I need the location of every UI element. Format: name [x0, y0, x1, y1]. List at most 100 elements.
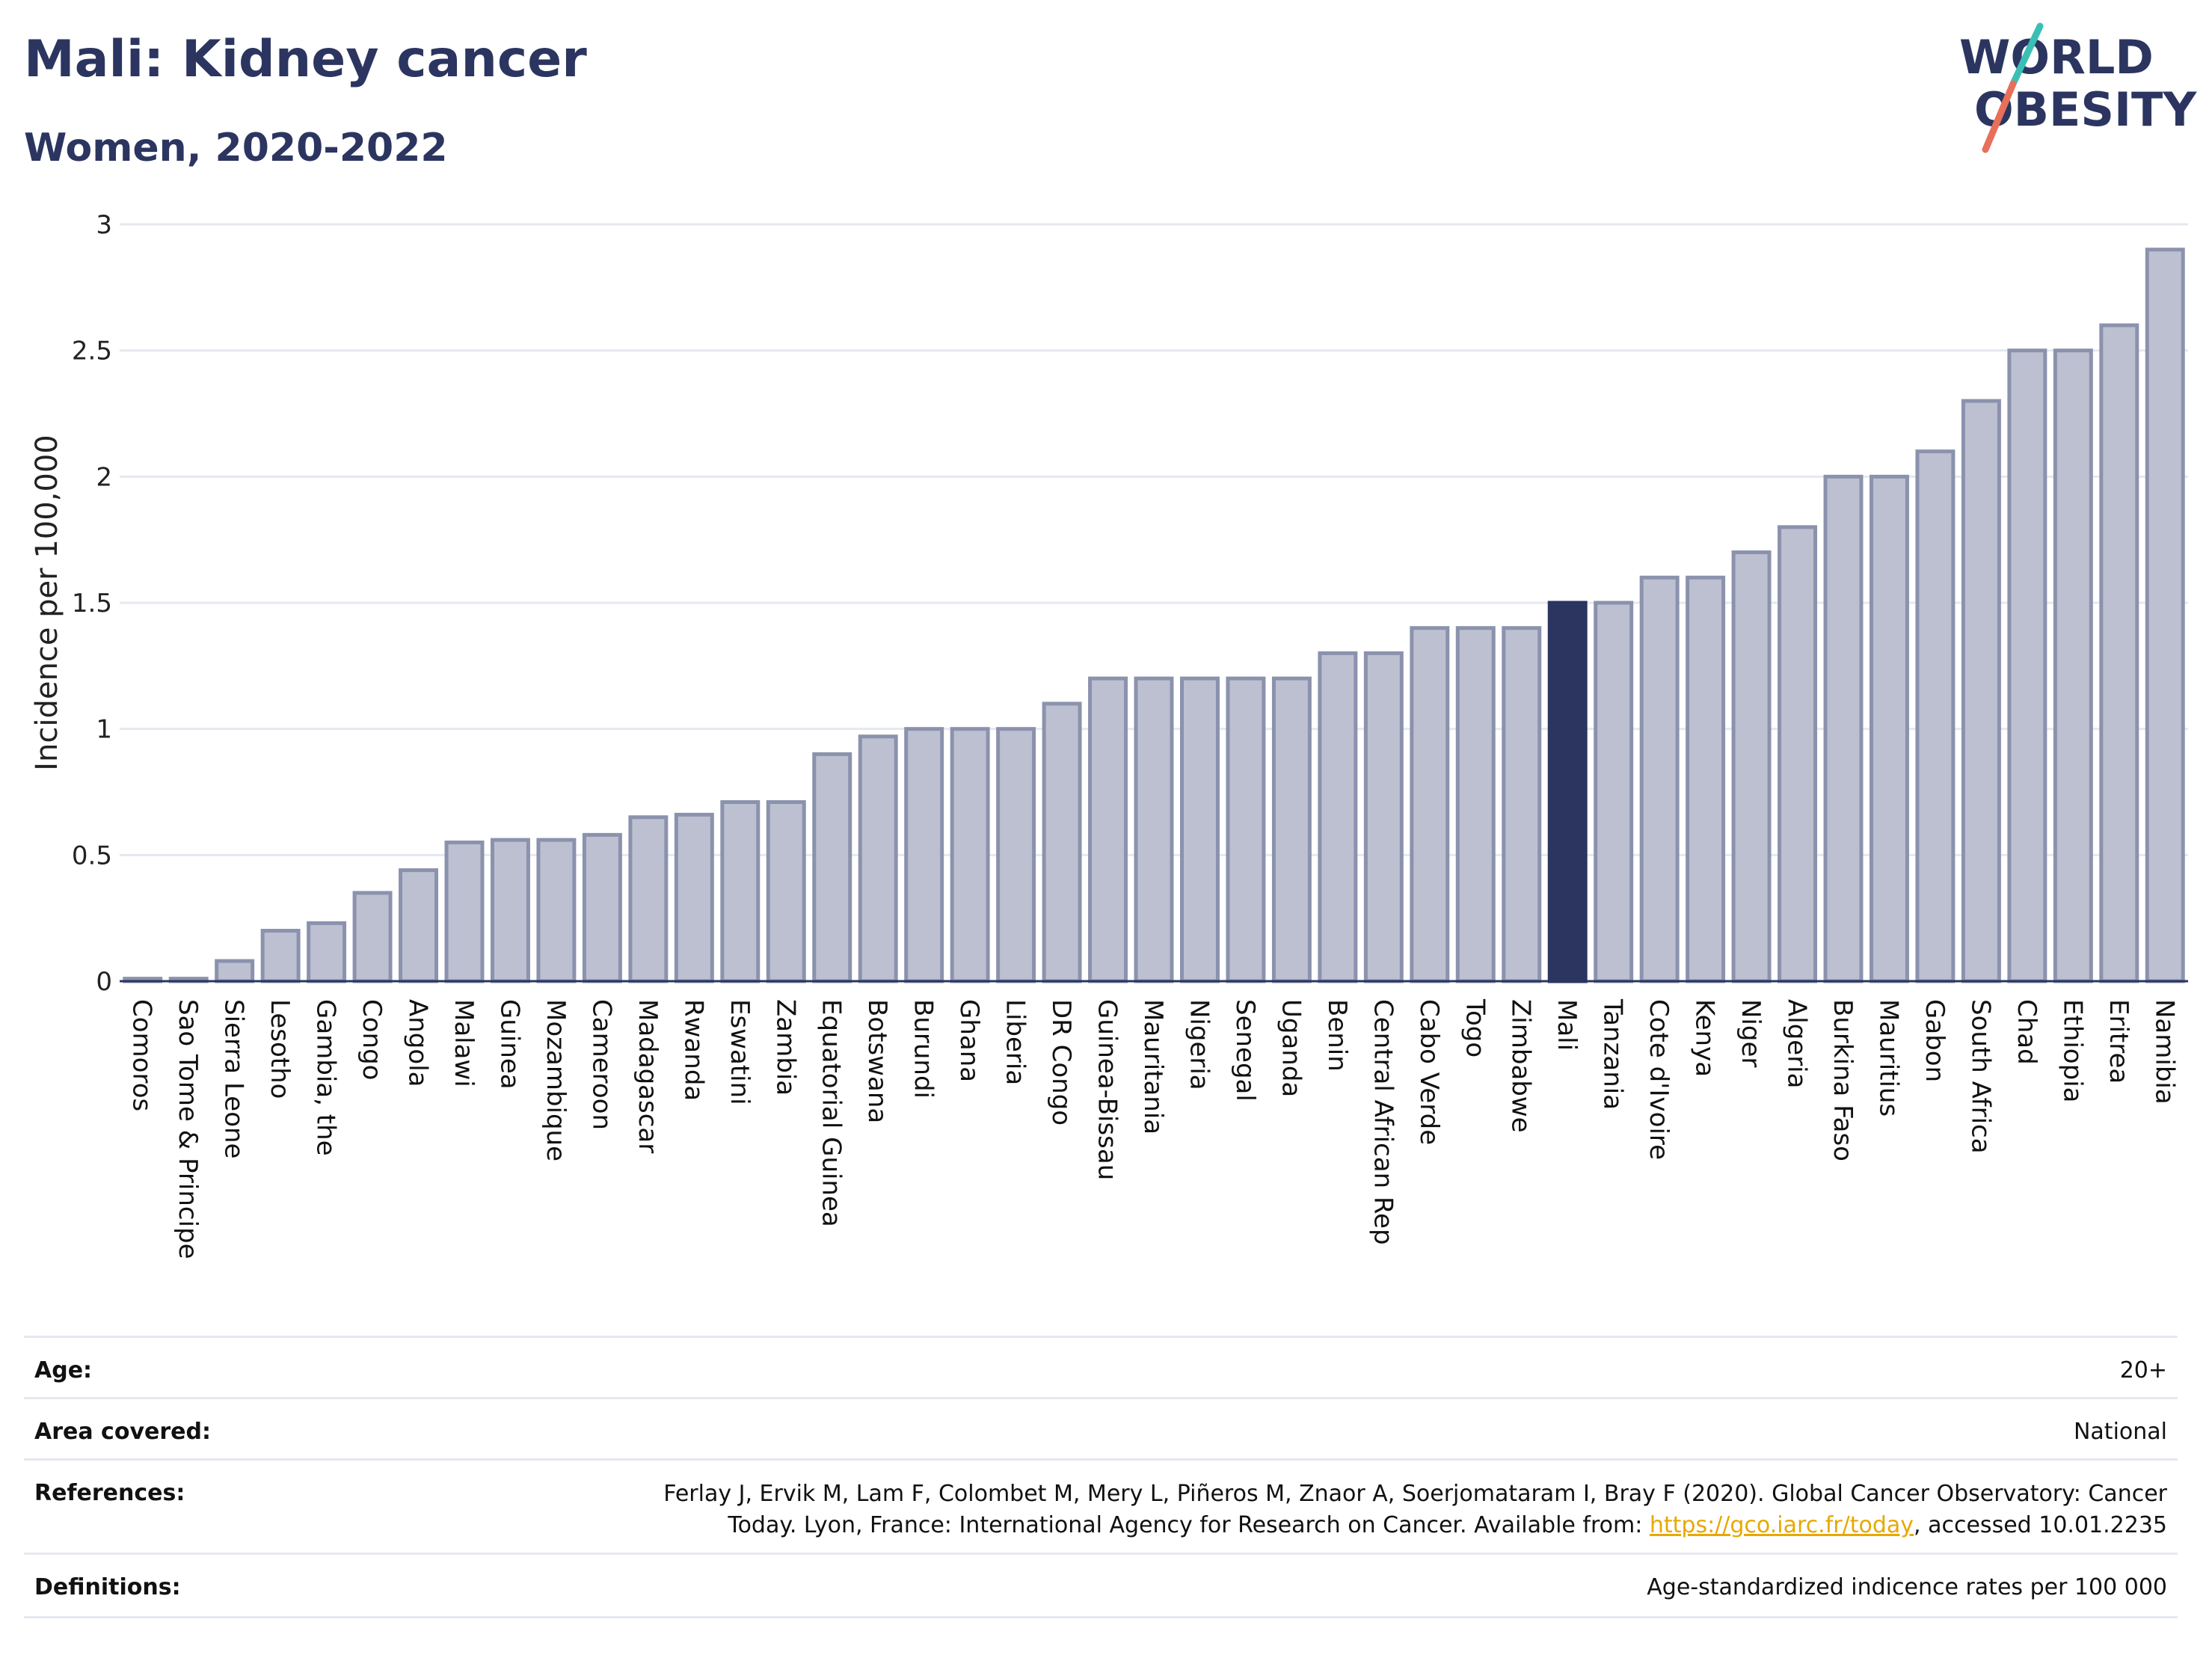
x-tick-label: Cameroon	[586, 999, 616, 1130]
bar	[1961, 399, 2001, 983]
bar	[1088, 676, 1128, 983]
x-tick-label: Eritrea	[2104, 999, 2133, 1084]
bar	[1042, 701, 1082, 983]
x-tick-label: Congo	[357, 999, 387, 1080]
bar	[1639, 575, 1680, 983]
x-tick-label: Sierra Leone	[219, 999, 249, 1158]
x-tick-label: Guinea-Bissau	[1093, 999, 1122, 1180]
x-tick-label: Sao Tome & Principe	[173, 999, 203, 1259]
bar	[1502, 626, 1542, 983]
bar	[628, 815, 669, 983]
chart-title: Mali: Kidney cancer	[24, 30, 587, 89]
bar	[812, 752, 852, 983]
logo-text-world: WORLD	[1959, 30, 2154, 85]
x-tick-label: Algeria	[1782, 999, 1812, 1088]
bar	[582, 832, 622, 983]
references-link[interactable]: https://gco.iarc.fr/today	[1649, 1512, 1914, 1538]
info-table: Age: 20+ Area covered: National Referenc…	[24, 1336, 2178, 1620]
y-tick-label: 1	[96, 715, 112, 745]
bar	[1686, 575, 1726, 983]
x-tick-label: Lesotho	[265, 999, 295, 1099]
bar	[858, 734, 898, 983]
references-value: Ferlay J, Ervik M, Lam F, Colombet M, Me…	[663, 1479, 2167, 1541]
x-tick-label: Namibia	[2149, 999, 2179, 1105]
bar	[1823, 474, 1864, 983]
bar	[1547, 601, 1588, 983]
definitions-label: Definitions:	[34, 1574, 181, 1600]
x-tick-label: Burundi	[909, 999, 938, 1099]
bar	[399, 868, 439, 983]
bar	[674, 812, 714, 983]
bar	[490, 838, 530, 983]
bar	[2007, 348, 2047, 983]
bar	[1869, 474, 1909, 983]
bar	[1455, 626, 1496, 983]
x-tick-label: Madagascar	[633, 999, 663, 1153]
y-tick-label: 1.5	[72, 589, 112, 618]
bar	[1778, 525, 1818, 983]
age-label: Age:	[34, 1357, 93, 1384]
x-tick-label: Kenya	[1690, 999, 1720, 1077]
x-tick-label: Ethiopia	[2057, 999, 2087, 1102]
x-tick-label: Central African Rep	[1368, 999, 1398, 1245]
references-line-2: Today. Lyon, France: International Agenc…	[663, 1510, 2167, 1541]
bar	[996, 727, 1036, 983]
x-tick-label: Cabo Verde	[1414, 999, 1444, 1145]
references-line-2-post: , accessed 10.01.2235	[1914, 1512, 2167, 1538]
age-value: 20+	[2119, 1357, 2167, 1384]
bar	[2145, 248, 2185, 983]
area-label: Area covered:	[34, 1419, 211, 1445]
bar	[352, 891, 393, 983]
x-tick-label: Eswatini	[725, 999, 755, 1105]
bar	[766, 799, 806, 983]
x-tick-label: Burkina Faso	[1828, 999, 1858, 1161]
bar	[1410, 626, 1450, 983]
x-tick-label: Benin	[1322, 999, 1352, 1072]
x-tick-label: Zambia	[770, 999, 800, 1096]
x-tick-label: Mozambique	[541, 999, 571, 1161]
bar	[950, 727, 990, 983]
bar	[1134, 676, 1174, 983]
x-tick-label: Guinea	[494, 999, 524, 1090]
bar	[2099, 323, 2139, 983]
references-line-1: Ferlay J, Ervik M, Lam F, Colombet M, Me…	[663, 1481, 2167, 1507]
logo-slash-teal	[2009, 22, 2044, 87]
x-tick-label: Angola	[403, 999, 433, 1087]
x-tick-label: Tanzania	[1598, 998, 1628, 1110]
x-tick-label: Togo	[1460, 998, 1490, 1057]
bar	[307, 921, 347, 983]
chart-subtitle: Women, 2020-2022	[24, 126, 448, 171]
logo-slash-coral	[1982, 80, 2017, 153]
x-tick-label: Comoros	[127, 999, 157, 1111]
y-axis-label: Incidence per 100,000	[30, 435, 64, 771]
x-tick-label: Senegal	[1230, 999, 1260, 1102]
bar	[1363, 651, 1404, 983]
info-row-references: References: Ferlay J, Ervik M, Lam F, Co…	[24, 1458, 2178, 1555]
bar	[215, 959, 255, 983]
x-tick-label: Niger	[1736, 999, 1766, 1067]
y-tick-label: 2.5	[72, 337, 112, 366]
y-tick-label: 3	[96, 210, 112, 240]
bar-chart: 0 0.5 1 1.5 2 2.5 3 Incidence per 100,000 Comoro…	[30, 210, 2188, 1259]
x-tick-label: South Africa	[1965, 999, 1995, 1154]
y-tick-label: 0.5	[72, 841, 112, 871]
bar	[260, 929, 301, 983]
bar	[1915, 449, 1956, 983]
bar	[536, 838, 577, 983]
bar	[1731, 550, 1772, 983]
x-tick-label: Gabon	[1920, 999, 1950, 1082]
x-tick-label: Chad	[2012, 999, 2042, 1065]
y-tick-label: 2	[96, 462, 112, 492]
bar	[904, 727, 944, 983]
x-tick-label: Liberia	[1001, 999, 1030, 1085]
bar	[1594, 601, 1634, 983]
info-row-definitions: Definitions: Age-standardized indicence …	[24, 1553, 2178, 1618]
x-tick-label: Ghana	[954, 999, 984, 1082]
y-tick-label: 0	[96, 967, 112, 997]
x-tick-label: Gambia, the	[311, 999, 341, 1156]
x-tick-label: Nigeria	[1184, 999, 1214, 1090]
x-tick-label: Botswana	[862, 999, 892, 1123]
info-row-age: Age: 20+	[24, 1336, 2178, 1399]
references-label: References:	[34, 1480, 185, 1506]
x-tick-label: DR Congo	[1046, 999, 1076, 1126]
